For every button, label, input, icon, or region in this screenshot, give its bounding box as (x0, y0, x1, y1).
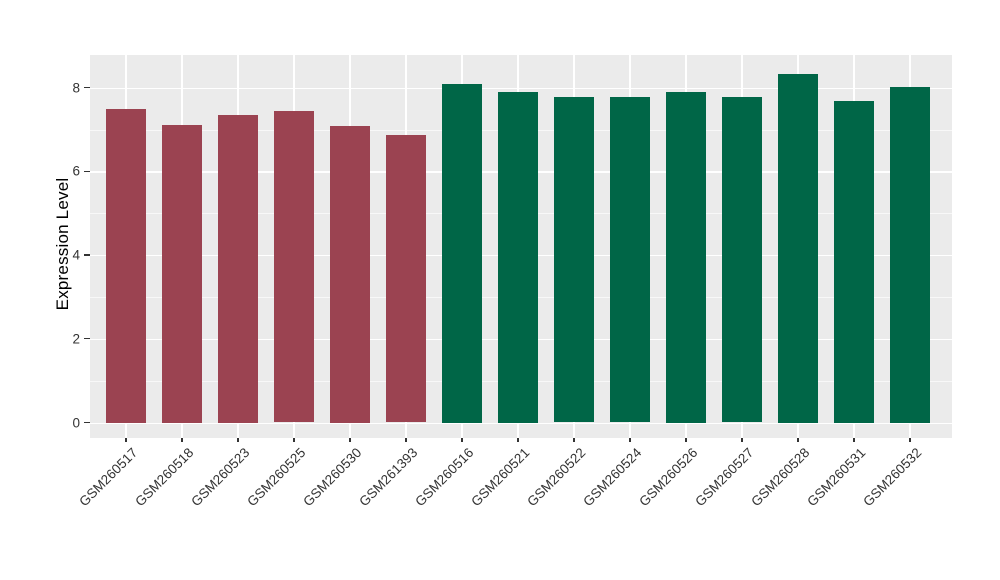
x-tick-label: GSM260525 (244, 445, 309, 510)
x-tick-label: GSM260521 (468, 445, 533, 510)
x-tick-label: GSM260517 (76, 445, 141, 510)
y-tick-label: 0 (72, 415, 80, 430)
bar (442, 83, 482, 423)
bar (386, 134, 426, 423)
x-tick-mark (405, 438, 407, 442)
x-tick-mark (181, 438, 183, 442)
bar (498, 91, 538, 423)
bar (106, 109, 146, 423)
bar (890, 87, 930, 423)
x-tick-mark (237, 438, 239, 442)
x-tick-mark (853, 438, 855, 442)
x-tick-mark (293, 438, 295, 442)
x-tick-mark (685, 438, 687, 442)
plot-panel (90, 55, 952, 438)
x-tick-label: GSM260518 (132, 445, 197, 510)
x-tick-label: GSM260531 (804, 445, 869, 510)
y-tick-mark (84, 254, 90, 256)
bar (610, 96, 650, 423)
x-tick-label: GSM260522 (524, 445, 589, 510)
bar (330, 126, 370, 423)
gridline-major-horizontal (90, 422, 952, 424)
x-tick-mark (461, 438, 463, 442)
y-tick-label: 2 (72, 331, 80, 347)
gridline-major-horizontal (90, 87, 952, 90)
bar (162, 124, 202, 423)
bar (274, 110, 314, 423)
x-tick-mark (797, 438, 799, 442)
y-tick-mark (84, 421, 90, 424)
bar (834, 100, 874, 423)
x-tick-mark (909, 438, 911, 442)
bar (778, 73, 818, 423)
bar (218, 115, 258, 423)
x-tick-label: GSM260523 (188, 445, 253, 510)
x-tick-mark (125, 438, 127, 442)
y-tick-label: 4 (72, 247, 80, 263)
y-tick-mark (84, 86, 90, 89)
x-tick-label: GSM260524 (580, 445, 645, 510)
bar (722, 96, 762, 423)
x-tick-label: GSM261393 (356, 445, 421, 510)
bar (554, 96, 594, 423)
y-tick-label: 6 (72, 163, 80, 179)
bar (666, 91, 706, 423)
x-tick-mark (741, 438, 743, 442)
y-tick-mark (84, 170, 90, 173)
x-tick-label: GSM260526 (636, 445, 701, 510)
y-tick-label: 8 (72, 80, 80, 96)
x-tick-label: GSM260528 (748, 445, 813, 510)
x-tick-label: GSM260516 (412, 445, 477, 510)
x-tick-label: GSM260532 (860, 445, 925, 510)
x-tick-label: GSM260530 (300, 445, 365, 510)
y-tick-mark (84, 338, 90, 340)
x-tick-mark (349, 438, 351, 442)
x-tick-mark (517, 438, 519, 442)
x-tick-mark (573, 438, 575, 442)
x-tick-mark (629, 438, 631, 442)
x-tick-label: GSM260527 (692, 445, 757, 510)
y-axis-title: Expression Level (53, 177, 72, 311)
